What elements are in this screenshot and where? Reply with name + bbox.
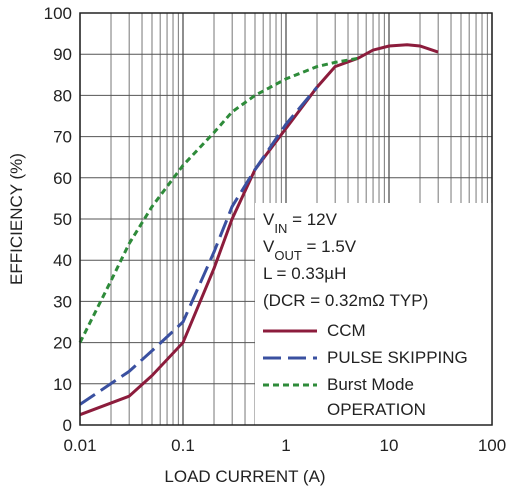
y-axis-label: EFFICIENCY (%) <box>7 153 26 285</box>
legend-label: CCM <box>327 321 366 340</box>
annotation-text: V <box>263 237 275 256</box>
x-tick-label: 100 <box>478 436 506 455</box>
annotation-text: = 12V <box>287 210 337 229</box>
x-axis-label: LOAD CURRENT (A) <box>164 467 325 486</box>
annotation-text: V <box>263 210 275 229</box>
x-tick-label: 0.1 <box>171 436 195 455</box>
x-tick-label: 0.01 <box>63 436 96 455</box>
annotation-text: L = 0.33µH <box>263 264 346 283</box>
y-tick-label: 50 <box>53 210 72 229</box>
legend-box <box>255 203 492 425</box>
subscript: OUT <box>274 248 302 263</box>
y-tick-label: 80 <box>53 86 72 105</box>
y-tick-label: 90 <box>53 45 72 64</box>
y-tick-label: 70 <box>53 128 72 147</box>
legend-label: PULSE SKIPPING <box>327 348 468 367</box>
series-line <box>79 86 319 406</box>
y-tick-label: 30 <box>53 292 72 311</box>
series-line <box>78 56 359 344</box>
y-tick-label: 40 <box>53 251 72 270</box>
annotation: VOUT = 1.5V <box>263 237 357 263</box>
y-tick-label: 20 <box>53 334 72 353</box>
annotation-text: (DCR = 0.32mΩ TYP) <box>263 291 428 310</box>
plot-frame <box>79 12 493 426</box>
annotation: (DCR = 0.32mΩ TYP) <box>263 291 428 310</box>
subscript: IN <box>274 221 287 236</box>
annotation-text: = 1.5V <box>302 237 357 256</box>
annotation: L = 0.33µH <box>263 264 346 283</box>
y-tick-label: 100 <box>44 4 72 23</box>
annotation: VIN = 12V <box>263 210 338 236</box>
legend-label: Burst Mode OPERATION <box>327 375 426 419</box>
y-tick-label: 60 <box>53 169 72 188</box>
y-tick-label: 0 <box>63 416 72 435</box>
x-tick-label: 10 <box>380 436 399 455</box>
y-tick-label: 10 <box>53 375 72 394</box>
x-tick-label: 1 <box>281 436 290 455</box>
